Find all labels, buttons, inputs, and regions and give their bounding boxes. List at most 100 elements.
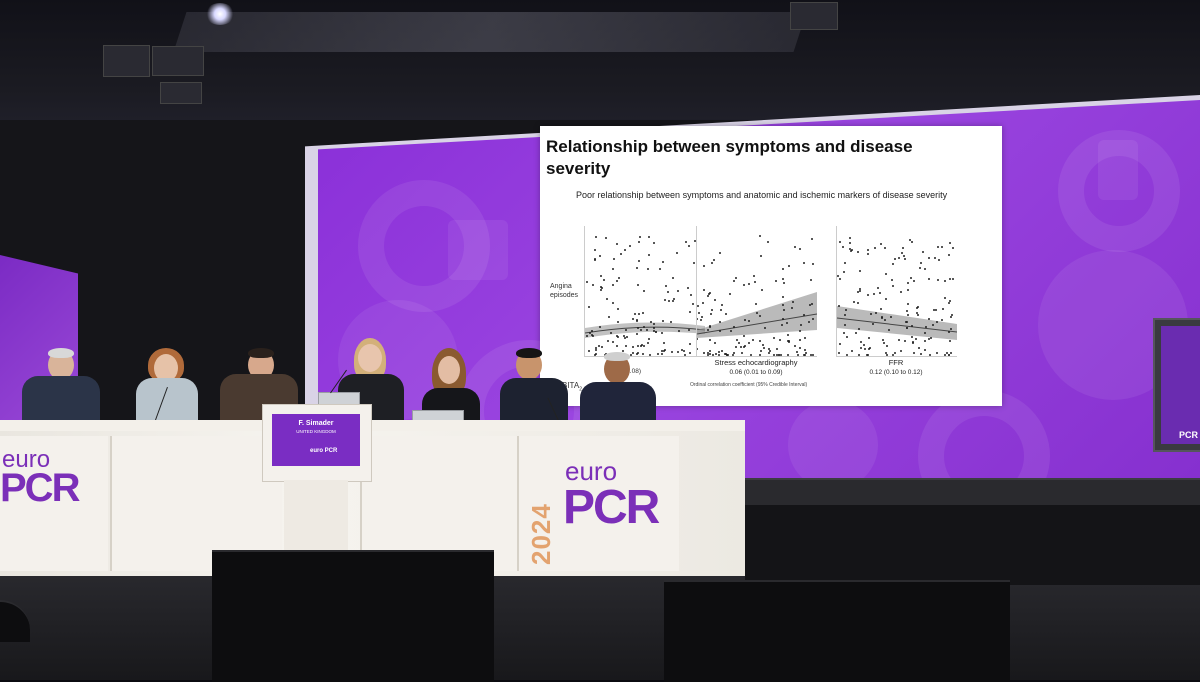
confidence-band — [585, 322, 705, 338]
scatter-dot — [883, 246, 886, 249]
scatter-dot — [804, 354, 807, 356]
scatter-dot — [641, 344, 644, 347]
panelist-hair — [604, 352, 630, 361]
scatter-dot — [616, 279, 619, 282]
y-axis-label: Angina episodes — [550, 283, 579, 299]
scatter-dot — [617, 335, 620, 338]
scatter-dot — [943, 297, 946, 300]
scatter-dot — [689, 351, 692, 354]
scatter-dot — [657, 352, 660, 355]
scatter-dot — [799, 338, 802, 341]
scatter-dot — [924, 326, 927, 329]
scatter-dot — [653, 329, 656, 332]
scatter-dot — [668, 300, 671, 303]
scatter-dot — [661, 319, 664, 322]
scatter-dot — [676, 251, 679, 254]
scatter-dot — [703, 351, 706, 354]
podium-logo: euro PCR — [310, 448, 338, 454]
scatter-dot — [760, 255, 763, 258]
panelist-head — [438, 356, 460, 384]
scatter-dot — [687, 245, 690, 248]
scatter-dot — [950, 316, 953, 319]
scatter-dot — [606, 339, 609, 342]
scatter-dot — [661, 352, 664, 355]
scatter-dot — [932, 323, 935, 326]
scatter-dot — [635, 320, 638, 323]
scatter-dot — [838, 343, 841, 346]
scatter-dot — [899, 290, 902, 293]
side-monitor: PCR — [1153, 318, 1200, 452]
desk-panel: euro PCR — [0, 436, 108, 571]
confidence-band — [837, 306, 957, 340]
scatter-dot — [727, 353, 730, 356]
ceiling-speaker — [160, 82, 202, 104]
scatter-dot — [903, 340, 906, 343]
scatter-dot — [719, 309, 722, 312]
scatter-dot — [724, 312, 727, 315]
scatter-dot — [937, 258, 940, 261]
scatter-dot — [872, 293, 875, 296]
scatter-dot — [910, 324, 913, 327]
scatter-dot — [748, 283, 751, 286]
scatter-dot — [782, 308, 785, 311]
scatter-dot — [743, 346, 746, 349]
scatter-dot — [906, 303, 909, 306]
scatter-dot — [606, 297, 609, 300]
panel1-value: (0.08) — [624, 368, 641, 375]
scatter-dot — [638, 241, 641, 244]
scatter-dot — [879, 243, 882, 246]
scatter-dot — [920, 353, 923, 356]
scatter-dot — [661, 349, 664, 352]
scatter-dot — [947, 353, 950, 356]
scatter-dot — [787, 340, 790, 343]
scatter-dot — [749, 353, 752, 356]
scatter-dot — [724, 352, 727, 355]
scatter-dot — [916, 314, 919, 317]
scatter-dot — [917, 305, 920, 308]
speaker-country: UNITED KINGDOM — [296, 429, 336, 434]
scatter-dot — [850, 250, 853, 253]
scatter-dot — [923, 331, 926, 334]
scatter-dot — [837, 352, 840, 354]
scatter-dot — [786, 321, 789, 324]
scatter-dot — [590, 329, 593, 332]
scatter-dot — [786, 353, 789, 356]
scatter-dot — [795, 351, 798, 354]
scatter-dot — [849, 247, 852, 250]
scatter-dot — [865, 353, 868, 356]
scatter-dot — [649, 353, 652, 356]
bita-subscript: 2 — [579, 386, 582, 393]
scatter-dot — [857, 353, 860, 356]
panelist-head — [154, 354, 178, 382]
scatter-dot — [654, 331, 657, 334]
scatter-dot — [884, 273, 887, 276]
scatter-dot — [592, 335, 595, 338]
scatter-dot — [889, 316, 892, 319]
scatter-dot — [912, 341, 915, 344]
scatter-dot — [600, 286, 603, 289]
scatter-dot — [713, 298, 716, 301]
scatter-dot — [733, 352, 736, 355]
scatter-dot — [809, 354, 812, 356]
scatter-dot — [700, 318, 703, 321]
scatter-dot — [872, 322, 875, 325]
scatter-dot — [759, 353, 762, 356]
side-monitor-screen — [1161, 326, 1200, 444]
scatter-dot — [754, 281, 757, 284]
scatter-dot — [637, 284, 640, 287]
scatter-dot — [800, 323, 803, 326]
scatter-dot — [941, 319, 944, 322]
scatter-dot — [758, 340, 761, 343]
scatter-dot — [732, 325, 735, 328]
scatter-dot — [682, 350, 685, 353]
scatter-dot — [609, 331, 612, 334]
scatter-dot — [906, 289, 909, 292]
scatter-dot — [759, 235, 762, 238]
scatter-dot — [849, 236, 852, 239]
scatter-dot — [897, 256, 900, 259]
scatter-dot — [906, 281, 909, 284]
scatter-dot — [623, 337, 626, 340]
scatter-dot — [775, 279, 778, 282]
panelist-hair — [48, 348, 74, 358]
scatter-dot — [779, 338, 782, 341]
